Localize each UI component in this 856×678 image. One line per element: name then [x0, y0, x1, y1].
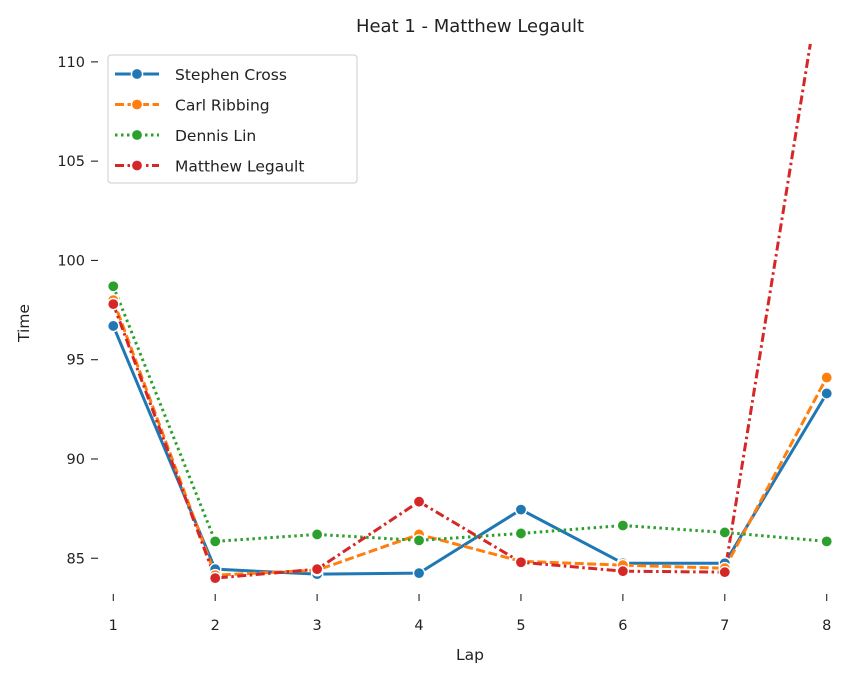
data-point-stephen-cross	[514, 503, 528, 516]
data-point-dennis-lin	[106, 279, 120, 293]
x-axis: 1 2 3 4 5 6 7 8	[109, 594, 831, 634]
legend-label-matthew-legault: Matthew Legault	[175, 158, 304, 176]
legend-frame	[107, 54, 358, 184]
data-point-matthew-legault	[208, 571, 222, 585]
legend-marker-stephen-cross	[130, 67, 144, 81]
legend: Stephen Cross Carl Ribbing Dennis Lin Matth…	[107, 54, 358, 184]
x-axis-label: Lap	[456, 646, 484, 664]
x-tick-label: 5	[516, 618, 525, 634]
data-point-stephen-cross	[106, 319, 120, 333]
x-tick-label: 4	[414, 618, 423, 634]
plot-area	[106, 44, 834, 585]
y-tick-label: 85	[67, 551, 85, 567]
data-point-matthew-legault	[310, 562, 324, 576]
x-tick-label: 1	[109, 618, 118, 634]
data-point-matthew-legault	[106, 297, 120, 311]
legend-label-dennis-lin: Dennis Lin	[175, 127, 256, 145]
y-axis-label: Time	[15, 304, 33, 343]
legend-label-carl-ribbing: Carl Ribbing	[175, 97, 270, 115]
data-point-matthew-legault	[718, 565, 732, 579]
x-tick-label: 2	[211, 618, 220, 634]
data-point-dennis-lin	[616, 519, 630, 532]
y-tick-label: 105	[57, 154, 85, 170]
y-tick-label: 95	[67, 353, 85, 369]
y-tick-label: 90	[67, 452, 85, 468]
y-tick-label: 110	[57, 55, 85, 71]
data-point-dennis-lin	[514, 527, 528, 540]
series-line-dennis-lin	[111, 285, 827, 543]
data-point-matthew-legault	[412, 495, 426, 508]
data-point-stephen-cross	[412, 566, 426, 580]
data-point-stephen-cross	[820, 387, 834, 400]
chart-title: Heat 1 - Matthew Legault	[356, 16, 584, 37]
data-point-dennis-lin	[208, 535, 222, 548]
legend-marker-carl-ribbing	[130, 98, 144, 111]
y-axis: 85 90 95 100 105 110	[57, 55, 98, 567]
x-tick-label: 8	[822, 618, 831, 634]
data-point-dennis-lin	[310, 528, 324, 541]
x-tick-label: 6	[618, 618, 627, 634]
x-tick-label: 7	[720, 618, 729, 634]
data-point-carl-ribbing	[820, 371, 834, 384]
y-tick-label: 100	[57, 253, 85, 269]
legend-marker-dennis-lin	[130, 128, 144, 142]
series-line-carl-ribbing	[111, 299, 829, 577]
data-point-dennis-lin	[718, 526, 732, 539]
data-point-matthew-legault	[616, 564, 630, 578]
data-point-dennis-lin	[412, 534, 426, 547]
x-tick-label: 3	[313, 618, 322, 634]
legend-marker-matthew-legault	[130, 159, 144, 172]
data-point-dennis-lin	[820, 535, 834, 548]
series-line-stephen-cross	[111, 325, 828, 576]
data-point-matthew-legault	[514, 555, 528, 569]
series-line-matthew-legault	[111, 44, 812, 580]
legend-label-stephen-cross: Stephen Cross	[175, 66, 287, 84]
